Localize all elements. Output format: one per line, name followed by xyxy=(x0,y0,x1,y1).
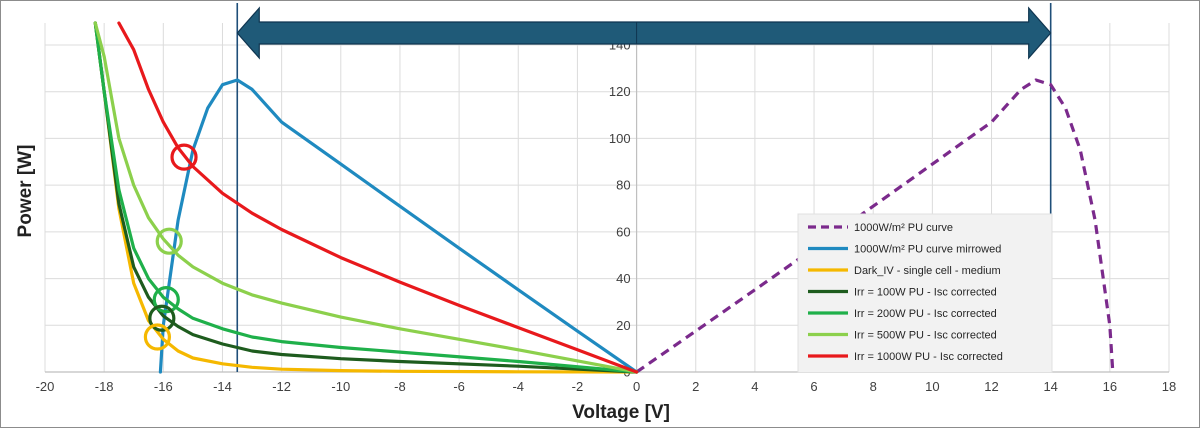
x-tick-label: -12 xyxy=(272,379,291,394)
x-tick-label: 6 xyxy=(810,379,817,394)
x-tick-label: 10 xyxy=(925,379,939,394)
x-tick-label: -6 xyxy=(453,379,465,394)
legend-label-irr-500w-pu-isc-corrected: Irr = 500W PU - Isc corrected xyxy=(854,330,997,342)
x-tick-label: -2 xyxy=(572,379,584,394)
series-line-dark-iv-single-cell-medium xyxy=(93,21,639,374)
x-tick-label: -4 xyxy=(512,379,524,394)
x-tick-label: -14 xyxy=(213,379,232,394)
x-tick-label: -10 xyxy=(331,379,350,394)
legend-label-irr-100w-pu-isc-corrected: Irr = 100W PU - Isc corrected xyxy=(854,287,997,299)
y-tick-label: 120 xyxy=(609,84,631,99)
marker-irr-1000w-pu-isc-corrected xyxy=(170,143,198,171)
series-lines xyxy=(93,21,1115,374)
x-tick-label: -16 xyxy=(154,379,173,394)
y-tick-label: 100 xyxy=(609,131,631,146)
x-tick-label: 18 xyxy=(1162,379,1176,394)
range-arrow-shape xyxy=(236,6,1052,60)
y-tick-label: 60 xyxy=(616,224,630,239)
legend-label-irr-200w-pu-isc-corrected: Irr = 200W PU - Isc corrected xyxy=(854,308,997,320)
x-tick-label: 12 xyxy=(984,379,998,394)
legend-label-irr-1000w-pu-isc-corrected: Irr = 1000W PU - Isc corrected xyxy=(854,351,1003,363)
legend-label-1000w-m-pu-curve-mirrowed: 1000W/m² PU curve mirrowed xyxy=(854,244,1001,256)
x-tick-label: 16 xyxy=(1103,379,1117,394)
legend-label-1000w-m-pu-curve: 1000W/m² PU curve xyxy=(854,222,953,234)
marker-dark-iv-single-cell-medium xyxy=(143,323,171,351)
range-arrow xyxy=(236,6,1052,60)
y-tick-label: 40 xyxy=(616,271,630,286)
series-line-irr-1000w-pu-isc-corrected xyxy=(117,21,639,374)
marker-irr-500w-pu-isc-corrected xyxy=(155,227,183,255)
x-tick-label: 14 xyxy=(1043,379,1057,394)
x-tick-label: 0 xyxy=(633,379,640,394)
x-axis-ticks: -20 -18 -16 -14 -12 -10 -8 -6 -4 -2 0 2 4 6 8 10 12 14 16 1… xyxy=(36,379,1177,394)
x-tick-label: 2 xyxy=(692,379,699,394)
x-tick-label: -20 xyxy=(36,379,55,394)
operating-point-markers xyxy=(143,143,198,351)
legend: 1000W/m² PU curve 1000W/m² PU curve mirro… xyxy=(797,213,1053,373)
series-line-irr-200w-pu-isc-corrected xyxy=(93,21,639,374)
y-tick-label: 80 xyxy=(616,178,630,193)
x-axis-title: Voltage [V] xyxy=(572,402,670,423)
marker-irr-200w-pu-isc-corrected xyxy=(152,285,180,314)
series-line-irr-100w-pu-isc-corrected xyxy=(93,21,639,374)
series-line-1000w-m-pu-curve xyxy=(635,78,1115,374)
x-tick-label: -8 xyxy=(394,379,406,394)
series-line-1000w-m-pu-curve-mirrowed xyxy=(158,78,639,374)
x-tick-label: -18 xyxy=(95,379,114,394)
y-tick-label: 20 xyxy=(616,318,630,333)
x-tick-label: 4 xyxy=(751,379,758,394)
legend-label-dark-iv-single-cell-medium: Dark_IV - single cell - medium xyxy=(854,265,1001,277)
series-line-irr-500w-pu-isc-corrected xyxy=(93,21,639,374)
legend-box xyxy=(797,213,1053,373)
y-axis-title: Power [W] xyxy=(15,145,36,238)
x-tick-label: 8 xyxy=(870,379,877,394)
marker-irr-100w-pu-isc-corrected xyxy=(148,304,176,332)
